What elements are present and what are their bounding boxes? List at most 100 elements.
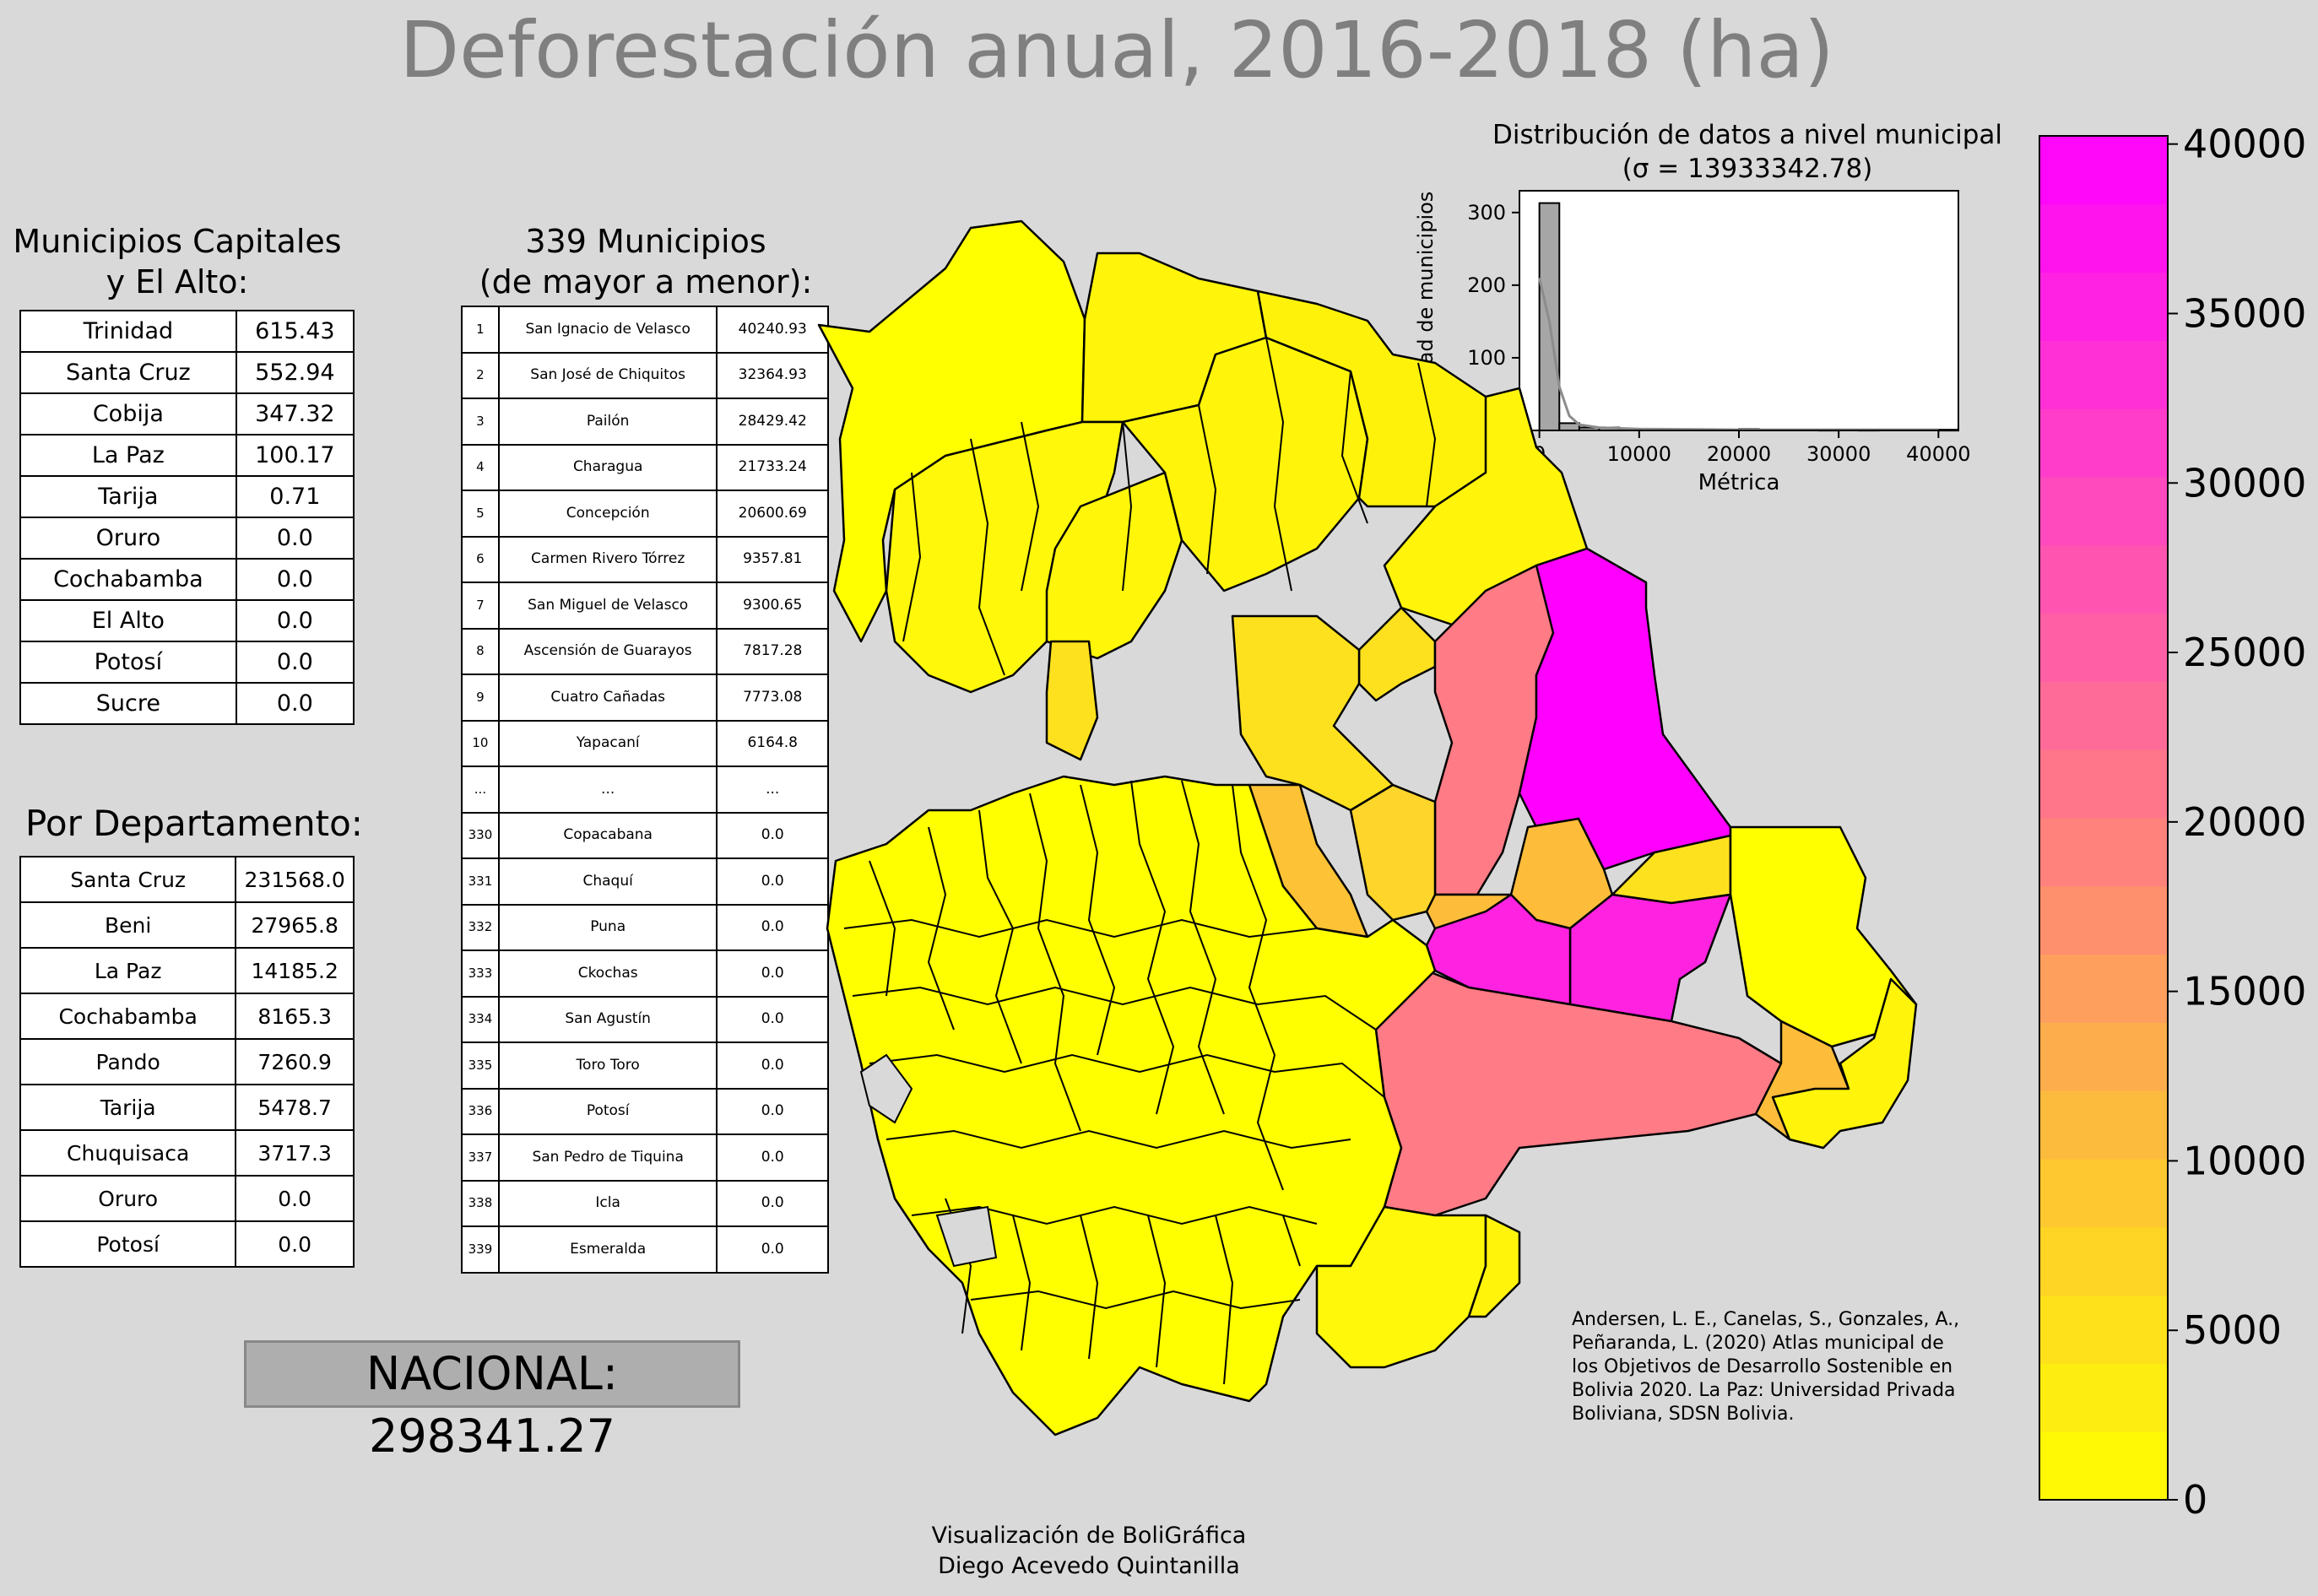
colorbar-band xyxy=(2039,273,2168,341)
municipality-row: 5 Concepción 20600.69 xyxy=(462,490,828,537)
capitals-title-line1: Municipios Capitales xyxy=(8,221,346,262)
row-value: 615.43 xyxy=(236,311,354,352)
department-row: Pando 7260.9 xyxy=(20,1039,354,1085)
row-value: 100.17 xyxy=(236,435,354,476)
map-region xyxy=(1047,641,1097,760)
colorbar-band xyxy=(2039,886,2168,955)
municipality-row: 9 Cuatro Cañadas 7773.08 xyxy=(462,674,828,721)
colorbar-band xyxy=(2039,1431,2168,1500)
row-name: Trinidad xyxy=(20,311,236,352)
municipality-name: Toro Toro xyxy=(499,1042,718,1089)
row-name: Tarija xyxy=(20,476,236,517)
row-name: Cochabamba xyxy=(20,993,236,1039)
national-total: NACIONAL: 298341.27 xyxy=(244,1340,740,1408)
municipality-name: San José de Chiquitos xyxy=(499,353,718,399)
row-value: 552.94 xyxy=(236,352,354,393)
municipality-rank: 7 xyxy=(462,582,499,629)
municipality-name: San Pedro de Tiquina xyxy=(499,1134,718,1181)
capital-row: Tarija 0.71 xyxy=(20,476,354,517)
row-name: Santa Cruz xyxy=(20,857,236,902)
colorbar-tick-label: 30000 xyxy=(2183,460,2306,506)
municipality-name: Ascensión de Guarayos xyxy=(499,629,718,675)
department-row: Tarija 5478.7 xyxy=(20,1085,354,1130)
row-name: Pando xyxy=(20,1039,236,1085)
municipality-rank: 5 xyxy=(462,490,499,537)
department-row: La Paz 14185.2 xyxy=(20,948,354,993)
colorbar-tick-label: 25000 xyxy=(2183,630,2306,675)
row-value: 347.32 xyxy=(236,393,354,435)
capital-row: Cobija 347.32 xyxy=(20,393,354,435)
municipality-name: Concepción xyxy=(499,490,718,537)
bolivia-map xyxy=(810,211,1925,1477)
municipality-rank: 331 xyxy=(462,858,499,905)
colorbar-band xyxy=(2039,749,2168,818)
map-region xyxy=(1359,608,1435,701)
colorbar-tick-label: 20000 xyxy=(2183,799,2306,845)
colorbar-band xyxy=(2039,1090,2168,1159)
capitals-table: Trinidad 615.43 Santa Cruz 552.94 Cobija 347.… xyxy=(19,310,355,725)
municipality-row: ......... xyxy=(462,766,828,813)
row-value: 7260.9 xyxy=(236,1039,354,1085)
municipality-name: Carmen Rivero Tórrez xyxy=(499,537,718,583)
row-name: El Alto xyxy=(20,600,236,641)
municipality-rank: 335 xyxy=(462,1042,499,1089)
capital-row: Oruro 0.0 xyxy=(20,517,354,559)
colorbar-band xyxy=(2039,1159,2168,1227)
municipality-row: 2 San José de Chiquitos 32364.93 xyxy=(462,353,828,399)
colorbar-band xyxy=(2039,1296,2168,1364)
municipality-name: Chaquí xyxy=(499,858,718,905)
colorbar-band xyxy=(2039,1363,2168,1431)
municipality-rank: 6 xyxy=(462,537,499,583)
row-value: 5478.7 xyxy=(236,1085,354,1130)
colorbar-tick-label: 40000 xyxy=(2183,122,2306,167)
municipality-row: 330 Copacabana 0.0 xyxy=(462,813,828,859)
row-value: 231568.0 xyxy=(236,857,354,902)
row-name: Potosí xyxy=(20,1221,236,1267)
colorbar-tick-label: 15000 xyxy=(2183,969,2306,1014)
row-value: 0.0 xyxy=(236,1176,354,1221)
colorbar-tick-label: 0 xyxy=(2183,1477,2207,1523)
municipality-row: 335 Toro Toro 0.0 xyxy=(462,1042,828,1089)
colorbar-tick-label: 5000 xyxy=(2183,1307,2282,1353)
municipality-row: 6 Carmen Rivero Tórrez 9357.81 xyxy=(462,537,828,583)
map-region xyxy=(1519,549,1730,869)
map-region xyxy=(1376,971,1781,1215)
municipality-rank: 3 xyxy=(462,398,499,445)
capital-row: Santa Cruz 552.94 xyxy=(20,352,354,393)
colorbar: 0 5000 10000 15000 20000 25000 30000 35000 40000 xyxy=(2026,118,2318,1536)
colorbar-band xyxy=(2039,204,2168,273)
row-name: Beni xyxy=(20,902,236,948)
municipality-name: Icla xyxy=(499,1181,718,1227)
row-value: 3717.3 xyxy=(236,1130,354,1176)
municipality-rank: 330 xyxy=(462,813,499,859)
municipality-rank: 338 xyxy=(462,1181,499,1227)
departments-title: Por Departamento: xyxy=(8,803,380,844)
map-region xyxy=(1570,895,1730,1021)
capital-row: Trinidad 615.43 xyxy=(20,311,354,352)
department-row: Potosí 0.0 xyxy=(20,1221,354,1267)
colorbar-band xyxy=(2039,1227,2168,1296)
municipality-row: 334 San Agustín 0.0 xyxy=(462,997,828,1043)
row-value: 27965.8 xyxy=(236,902,354,948)
municipalities-title: 339 Municipios (de mayor a menor): xyxy=(468,221,823,302)
department-row: Chuquisaca 3717.3 xyxy=(20,1130,354,1176)
row-value: 0.0 xyxy=(236,600,354,641)
colorbar-band xyxy=(2039,136,2168,204)
department-row: Beni 27965.8 xyxy=(20,902,354,948)
municipality-name: San Ignacio de Velasco xyxy=(499,306,718,353)
row-name: Oruro xyxy=(20,517,236,559)
capitals-title-line2: y El Alto: xyxy=(8,262,346,302)
row-name: La Paz xyxy=(20,948,236,993)
department-row: Santa Cruz 231568.0 xyxy=(20,857,354,902)
municipality-row: 333 Ckochas 0.0 xyxy=(462,950,828,997)
municipality-row: 337 San Pedro de Tiquina 0.0 xyxy=(462,1134,828,1181)
row-value: 0.0 xyxy=(236,641,354,683)
row-name: Cochabamba xyxy=(20,559,236,600)
municipality-name: ... xyxy=(499,766,718,813)
colorbar-band xyxy=(2039,408,2168,477)
colorbar-band xyxy=(2039,1022,2168,1090)
municipality-row: 3 Pailón 28429.42 xyxy=(462,398,828,445)
municipality-name: Yapacaní xyxy=(499,721,718,767)
municipality-rank: 332 xyxy=(462,905,499,951)
capitals-title: Municipios Capitales y El Alto: xyxy=(8,221,346,302)
